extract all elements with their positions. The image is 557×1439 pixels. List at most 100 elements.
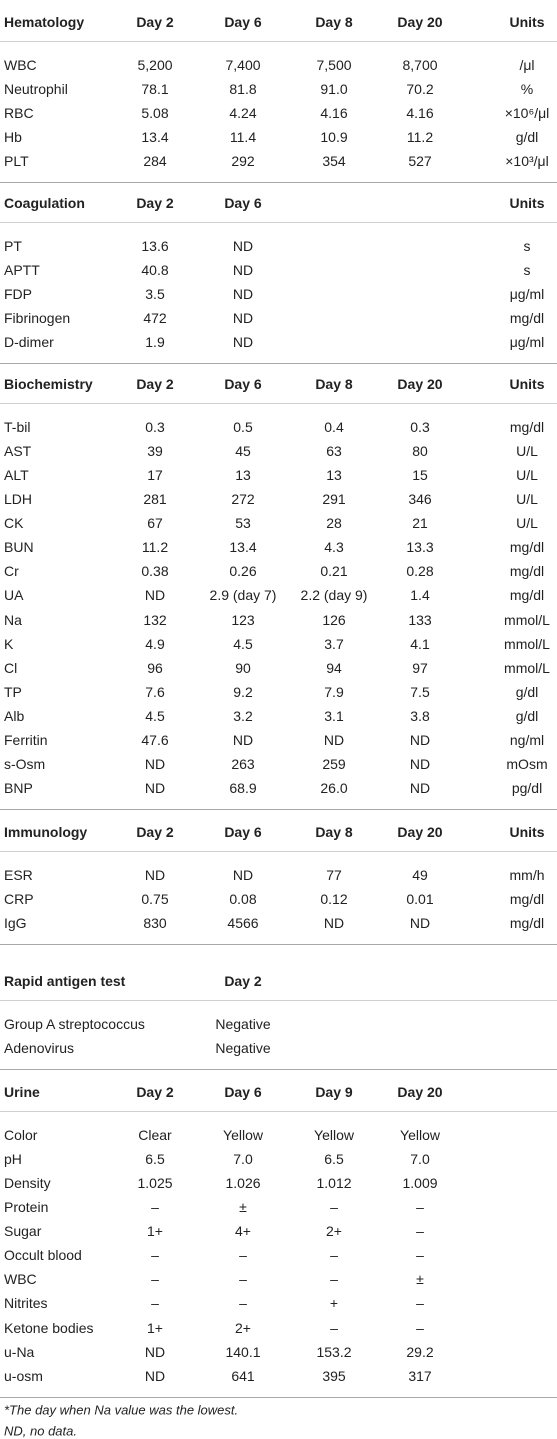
row-label: Neutrophil: [4, 81, 68, 98]
cell: U/L: [516, 515, 538, 532]
cell: 1.026: [225, 1175, 261, 1192]
column-header: Day 2: [136, 1084, 174, 1100]
cell: 0.4: [324, 419, 344, 435]
cell: s: [523, 238, 531, 254]
row-label: UA: [4, 587, 24, 604]
cell: 2+: [235, 1319, 251, 1336]
row-label: Occult blood: [4, 1247, 82, 1264]
cell: 153.2: [316, 1343, 352, 1360]
cell: μg/ml: [509, 286, 545, 303]
cell: 10.9: [320, 129, 348, 146]
row-label: Ferritin: [4, 731, 48, 748]
cell: –: [151, 1295, 159, 1312]
cell: g/dl: [515, 683, 539, 700]
cell: 472: [143, 310, 167, 327]
cell: 7.0: [233, 1151, 253, 1168]
row-label: PLT: [4, 153, 29, 170]
column-header: Day 2: [136, 14, 174, 30]
column-header: Day 2: [136, 824, 174, 840]
cell: 21: [412, 515, 428, 532]
row-label: Sugar: [4, 1223, 42, 1240]
cell: ND: [144, 867, 166, 883]
cell: –: [151, 1247, 159, 1264]
cell: ND: [144, 755, 166, 772]
column-header: Day 20: [397, 824, 443, 840]
cell: –: [330, 1247, 338, 1264]
cell: 0.75: [141, 891, 169, 908]
cell: 13: [326, 467, 342, 484]
row-label: BNP: [4, 780, 33, 797]
cell: –: [239, 1247, 247, 1264]
section-rule: [0, 1069, 557, 1071]
cell: 7.6: [145, 683, 165, 700]
section-title: Coagulation: [4, 195, 85, 211]
cell: 1.009: [402, 1175, 438, 1192]
cell: 68.9: [229, 780, 257, 797]
section-rule: [0, 944, 557, 946]
cell: mm/h: [509, 867, 545, 883]
cell: 0.01: [406, 891, 434, 908]
cell: 5,200: [137, 57, 173, 73]
column-header: Units: [509, 824, 545, 840]
column-header: Units: [509, 195, 545, 211]
cell: 0.28: [406, 563, 434, 580]
row-label: LDH: [4, 491, 33, 508]
cell: 63: [326, 443, 342, 460]
cell: 26.0: [320, 780, 348, 797]
cell: 4.5: [145, 707, 165, 724]
cell: –: [330, 1199, 338, 1216]
cell: 3.7: [324, 635, 344, 652]
cell: 4.24: [229, 105, 257, 122]
row-label: CRP: [4, 891, 34, 908]
row-label: Cr: [4, 563, 19, 580]
cell: 97: [412, 659, 428, 676]
column-header: Day 8: [315, 824, 353, 840]
cell: ND: [232, 286, 254, 303]
cell: mg/dl: [509, 915, 545, 932]
column-header: Day 6: [224, 14, 262, 30]
cell: ND: [232, 310, 254, 327]
cell: –: [416, 1247, 424, 1264]
cell: 0.26: [229, 563, 257, 580]
footnote: *The day when Na value was the lowest.: [4, 1402, 239, 1418]
cell: ND: [232, 334, 254, 351]
cell: +: [329, 1295, 339, 1312]
cell: 70.2: [406, 81, 434, 98]
row-label: K: [4, 635, 14, 652]
cell: 0.5: [233, 419, 253, 435]
cell: 126: [322, 611, 346, 628]
cell: 140.1: [225, 1343, 261, 1360]
cell: 4.16: [320, 105, 348, 122]
row-label: ALT: [4, 467, 29, 484]
cell: mg/dl: [509, 563, 545, 580]
cell: 28: [326, 515, 342, 532]
cell: 29.2: [406, 1343, 434, 1360]
cell: 4.5: [233, 635, 253, 652]
row-label: Nitrites: [4, 1295, 48, 1312]
column-header: Day 8: [315, 14, 353, 30]
cell: 1+: [147, 1223, 163, 1240]
cell: 133: [408, 611, 432, 628]
cell: 7.5: [410, 683, 430, 700]
cell: 7.0: [410, 1151, 430, 1168]
section-title: Hematology: [4, 14, 85, 30]
cell: 15: [412, 467, 428, 484]
cell: Yellow: [314, 1127, 354, 1143]
cell: Negative: [215, 1040, 271, 1057]
cell: ng/ml: [509, 731, 545, 748]
row-label: pH: [4, 1151, 22, 1168]
cell: 49: [412, 867, 428, 883]
cell: 91.0: [320, 81, 348, 98]
column-header: Day 20: [397, 1084, 443, 1100]
cell: ND: [323, 731, 345, 748]
row-label: Color: [4, 1127, 38, 1143]
cell: 8,700: [402, 57, 438, 73]
cell: mmol/L: [504, 635, 550, 652]
cell: 2+: [326, 1223, 342, 1240]
cell: 284: [143, 153, 167, 170]
column-header: Units: [509, 14, 545, 30]
column-header: Day 9: [315, 1084, 353, 1100]
cell: 281: [143, 491, 167, 508]
row-label: BUN: [4, 539, 34, 556]
cell: 11.4: [229, 129, 257, 146]
